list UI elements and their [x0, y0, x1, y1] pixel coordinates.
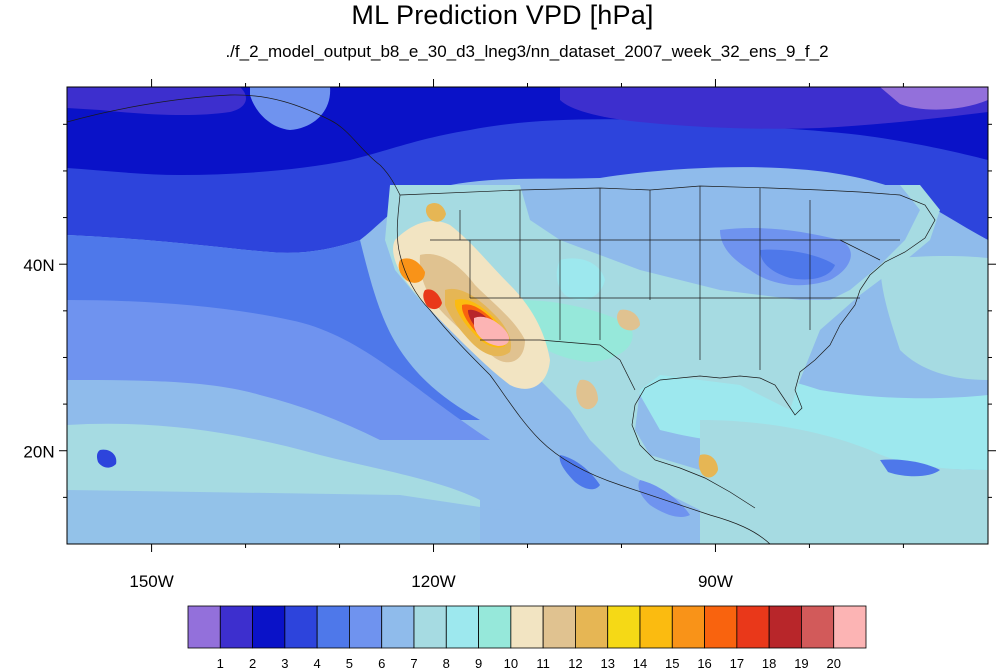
colorbar-label: 6	[378, 656, 385, 671]
colorbar-swatch	[219, 605, 253, 649]
colorbar-swatch	[639, 605, 673, 649]
colorbar-swatch	[413, 605, 447, 649]
colorbar-swatch	[187, 605, 221, 649]
colorbar-label: 9	[475, 656, 482, 671]
colorbar-swatch	[510, 605, 544, 649]
colorbar-label: 13	[600, 656, 614, 671]
colorbar-swatch	[704, 605, 738, 649]
colorbar-swatch	[284, 605, 318, 649]
colorbar-swatch	[252, 605, 286, 649]
colorbar-swatch	[349, 605, 383, 649]
colorbar-label: 8	[443, 656, 450, 671]
colorbar-swatch	[801, 605, 835, 649]
colorbar-swatch	[445, 605, 479, 649]
y-tick-label: 20N	[23, 443, 54, 462]
colorbar-swatch	[381, 605, 415, 649]
colorbar: 1 2 3 4 5 6 7 8 9 10 11 12 13 14 15 16 17 18 19 20	[187, 605, 867, 671]
colorbar-label: 4	[314, 656, 321, 671]
colorbar-label: 11	[536, 656, 550, 671]
colorbar-label: 3	[281, 656, 288, 671]
colorbar-swatch	[575, 605, 609, 649]
colorbar-swatch	[542, 605, 576, 649]
colorbar-swatch	[671, 605, 705, 649]
map-subtitle: ./f_2_model_output_b8_e_30_d3_lneg3/nn_d…	[225, 42, 829, 61]
colorbar-swatch	[833, 605, 867, 649]
map-tick-labels: 150W 120W 90W 40N 20N	[23, 256, 733, 591]
colorbar-swatch	[607, 605, 641, 649]
colorbar-swatch	[736, 605, 770, 649]
colorbar-label: 5	[346, 656, 353, 671]
colorbar-label: 16	[697, 656, 711, 671]
colorbar-label: 2	[249, 656, 256, 671]
map-borders	[67, 94, 936, 544]
map-title: ML Prediction VPD [hPa]	[351, 0, 654, 30]
colorbar-label: 7	[410, 656, 417, 671]
y-tick-label: 40N	[23, 256, 54, 275]
colorbar-label: 14	[633, 656, 647, 671]
colorbar-label: 12	[568, 656, 582, 671]
colorbar-label: 18	[762, 656, 776, 671]
colorbar-swatch	[316, 605, 350, 649]
colorbar-label: 10	[504, 656, 518, 671]
map-ticks	[59, 79, 996, 552]
vpd-field	[67, 87, 988, 544]
x-tick-label: 90W	[698, 572, 733, 591]
colorbar-swatch	[478, 605, 512, 649]
colorbar-label: 20	[826, 656, 840, 671]
colorbar-label: 15	[665, 656, 679, 671]
colorbar-label: 17	[730, 656, 744, 671]
colorbar-label: 19	[794, 656, 808, 671]
x-tick-label: 120W	[411, 572, 455, 591]
colorbar-label: 1	[217, 656, 224, 671]
x-tick-label: 150W	[129, 572, 173, 591]
colorbar-swatch	[768, 605, 802, 649]
